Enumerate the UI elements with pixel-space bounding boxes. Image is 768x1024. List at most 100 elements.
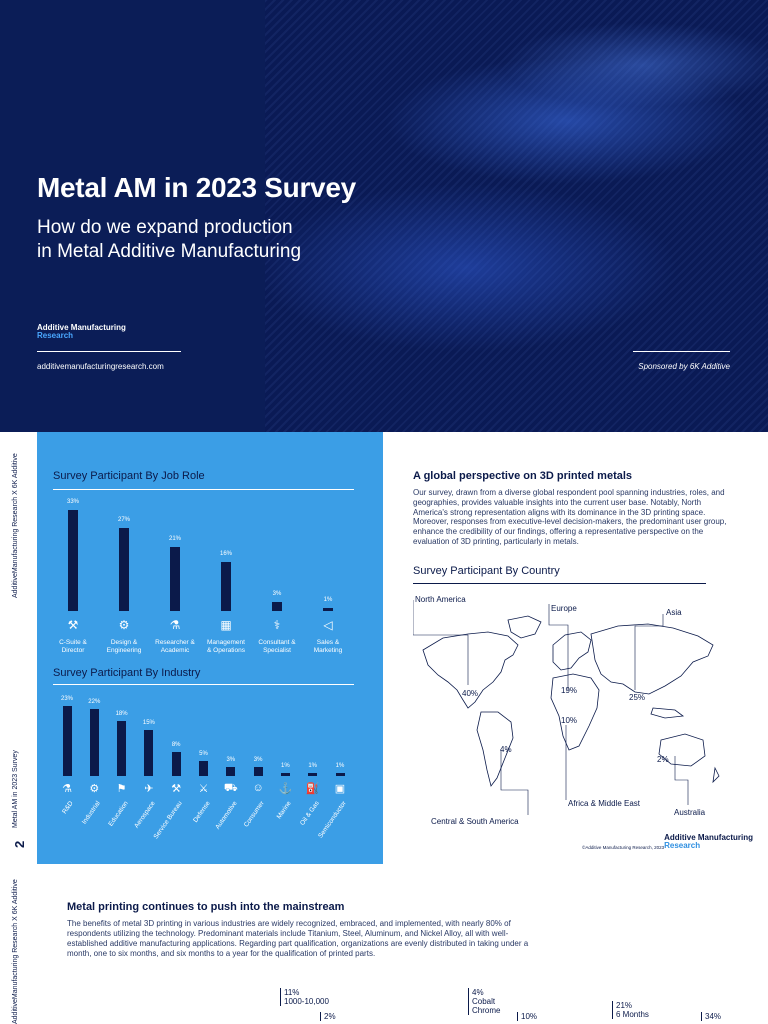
job-role-value-label: 3% bbox=[272, 590, 282, 597]
stat-value: 11% bbox=[284, 988, 300, 997]
job-role-category-label: Researcher & Academic bbox=[155, 639, 195, 654]
page-subtitle: How do we expand production in Metal Add… bbox=[37, 216, 397, 264]
stat-value: 2% bbox=[324, 1012, 336, 1021]
section-body: Our survey, drawn from a diverse global … bbox=[413, 488, 727, 546]
section-body-bottom: The benefits of metal 3D printing in var… bbox=[67, 919, 529, 958]
map-australia bbox=[658, 733, 706, 767]
job-role-value-label: 21% bbox=[168, 535, 181, 542]
region-label-north-america: North America bbox=[415, 595, 466, 604]
stat-label: Chrome bbox=[472, 1006, 501, 1015]
industry-icon: ⚒ bbox=[171, 783, 182, 795]
sidebar-doc-title: Metal AM in 2023 Survey bbox=[12, 750, 19, 828]
map-north-america bbox=[422, 631, 519, 709]
website-link[interactable]: additivemanufacturingresearch.com bbox=[37, 362, 164, 371]
handshake-icon: ⚕ bbox=[273, 618, 281, 632]
job-role-bar bbox=[272, 601, 282, 611]
industry-bar bbox=[335, 772, 345, 776]
industry-value-label: 3% bbox=[226, 756, 236, 763]
brand-line-1: Additive Manufacturing bbox=[37, 323, 126, 332]
industry-bar bbox=[62, 706, 72, 776]
stat-callout: 10% bbox=[517, 1012, 537, 1021]
industry-bar bbox=[226, 766, 236, 776]
industry-icon: ⚓ bbox=[278, 783, 293, 795]
gear-icon: ⚙ bbox=[118, 618, 130, 632]
region-pct-australia: 2% bbox=[657, 755, 669, 764]
job-role-category-label: C-Suite & Director bbox=[59, 639, 87, 654]
region-label-central-south-america: Central & South America bbox=[431, 817, 519, 826]
map-asia bbox=[590, 623, 714, 695]
industry-value-label: 1% bbox=[335, 762, 345, 769]
megaphone-icon: ◁ bbox=[323, 618, 333, 632]
hero-background bbox=[0, 0, 265, 432]
brand-logo: Additive Manufacturing Research bbox=[37, 324, 126, 340]
industry-icon: ✈ bbox=[144, 783, 154, 795]
world-map bbox=[413, 600, 720, 815]
industry-value-label: 1% bbox=[308, 762, 318, 769]
job-role-chart-title: Survey Participant By Job Role bbox=[53, 470, 205, 482]
industry-icon: ⛽ bbox=[305, 783, 320, 795]
industry-icon: ▣ bbox=[334, 783, 346, 795]
brand-line-2: Research bbox=[37, 331, 74, 340]
stat-callout: 34% bbox=[701, 1012, 721, 1021]
page-number: 2 bbox=[12, 840, 27, 848]
stat-callout: 2% bbox=[320, 1012, 336, 1021]
industry-value-label: 8% bbox=[171, 741, 181, 748]
section-title: A global perspective on 3D printed metal… bbox=[413, 470, 633, 482]
region-pct-asia: 25% bbox=[629, 693, 646, 702]
job-role-category-label: Management & Operations bbox=[207, 639, 245, 654]
brand-logo-small: Additive Manufacturing Research bbox=[664, 834, 753, 850]
stat-value: 34% bbox=[705, 1012, 722, 1021]
job-role-value-label: 1% bbox=[323, 596, 333, 603]
region-label-australia: Australia bbox=[674, 808, 706, 817]
job-role-bar bbox=[68, 510, 78, 611]
industry-icon: ⚔ bbox=[198, 783, 209, 795]
industry-value-label: 3% bbox=[253, 756, 263, 763]
subtitle-line-1: How do we expand production bbox=[37, 217, 293, 238]
industry-bar bbox=[253, 766, 263, 776]
chart-icon: ▦ bbox=[220, 618, 232, 632]
divider bbox=[53, 489, 354, 490]
industry-icon: ⚗ bbox=[62, 783, 72, 795]
stat-callout: 21% 6 Months bbox=[612, 1001, 649, 1019]
brand-line-1: Additive Manufacturing bbox=[664, 833, 753, 842]
job-role-value-label: 33% bbox=[66, 499, 79, 505]
brand-line-2: Research bbox=[664, 841, 701, 850]
industry-value-label: 23% bbox=[60, 696, 73, 702]
job-role-category-label: Design & Engineering bbox=[106, 639, 142, 654]
industry-bar bbox=[117, 721, 127, 776]
job-role-bar bbox=[221, 562, 231, 611]
industry-bar bbox=[280, 772, 290, 776]
industry-bar bbox=[144, 730, 154, 776]
industry-bar bbox=[171, 751, 181, 776]
stat-label: Cobalt bbox=[472, 997, 496, 1006]
job-role-bar bbox=[119, 528, 129, 611]
industry-icon: ☺ bbox=[252, 782, 264, 794]
job-role-category-label: Sales & Marketing bbox=[313, 639, 343, 654]
subtitle-line-2: in Metal Additive Manufacturing bbox=[37, 241, 302, 262]
region-pct-africa-middle-east: 10% bbox=[561, 716, 578, 725]
briefcase-icon: ⚒ bbox=[67, 618, 79, 632]
section-title-bottom: Metal printing continues to push into th… bbox=[67, 901, 345, 913]
industry-icon: ⚙ bbox=[89, 783, 100, 795]
country-chart-title: Survey Participant By Country bbox=[413, 565, 560, 577]
map-indonesia bbox=[650, 707, 685, 719]
map-new-zealand bbox=[712, 766, 720, 784]
stat-value: 4% bbox=[472, 988, 484, 997]
map-europe bbox=[552, 631, 592, 671]
region-label-europe: Europe bbox=[551, 604, 577, 613]
charts-panel: Survey Participant By Job Role 33% ⚒ C-Sui… bbox=[37, 432, 383, 864]
industry-bar bbox=[308, 772, 318, 776]
industry-value-label: 5% bbox=[199, 750, 208, 757]
industry-value-label: 18% bbox=[115, 711, 128, 718]
industry-chart-title: Survey Participant By Industry bbox=[53, 667, 201, 679]
region-pct-central-south-america: 4% bbox=[500, 745, 512, 754]
copyright: ©Additive Manufacturing Research, 2023 bbox=[582, 845, 665, 850]
job-role-bar bbox=[170, 546, 180, 611]
map-south-america bbox=[476, 711, 514, 787]
map-greenland bbox=[507, 615, 542, 639]
map-africa bbox=[550, 673, 600, 751]
stat-value: 10% bbox=[521, 1012, 538, 1021]
region-label-africa-middle-east: Africa & Middle East bbox=[568, 799, 641, 808]
divider bbox=[37, 351, 181, 352]
sidebar-brand-text-bottom: AdditiveManufacturing Research X 6K Addi… bbox=[12, 879, 19, 1024]
